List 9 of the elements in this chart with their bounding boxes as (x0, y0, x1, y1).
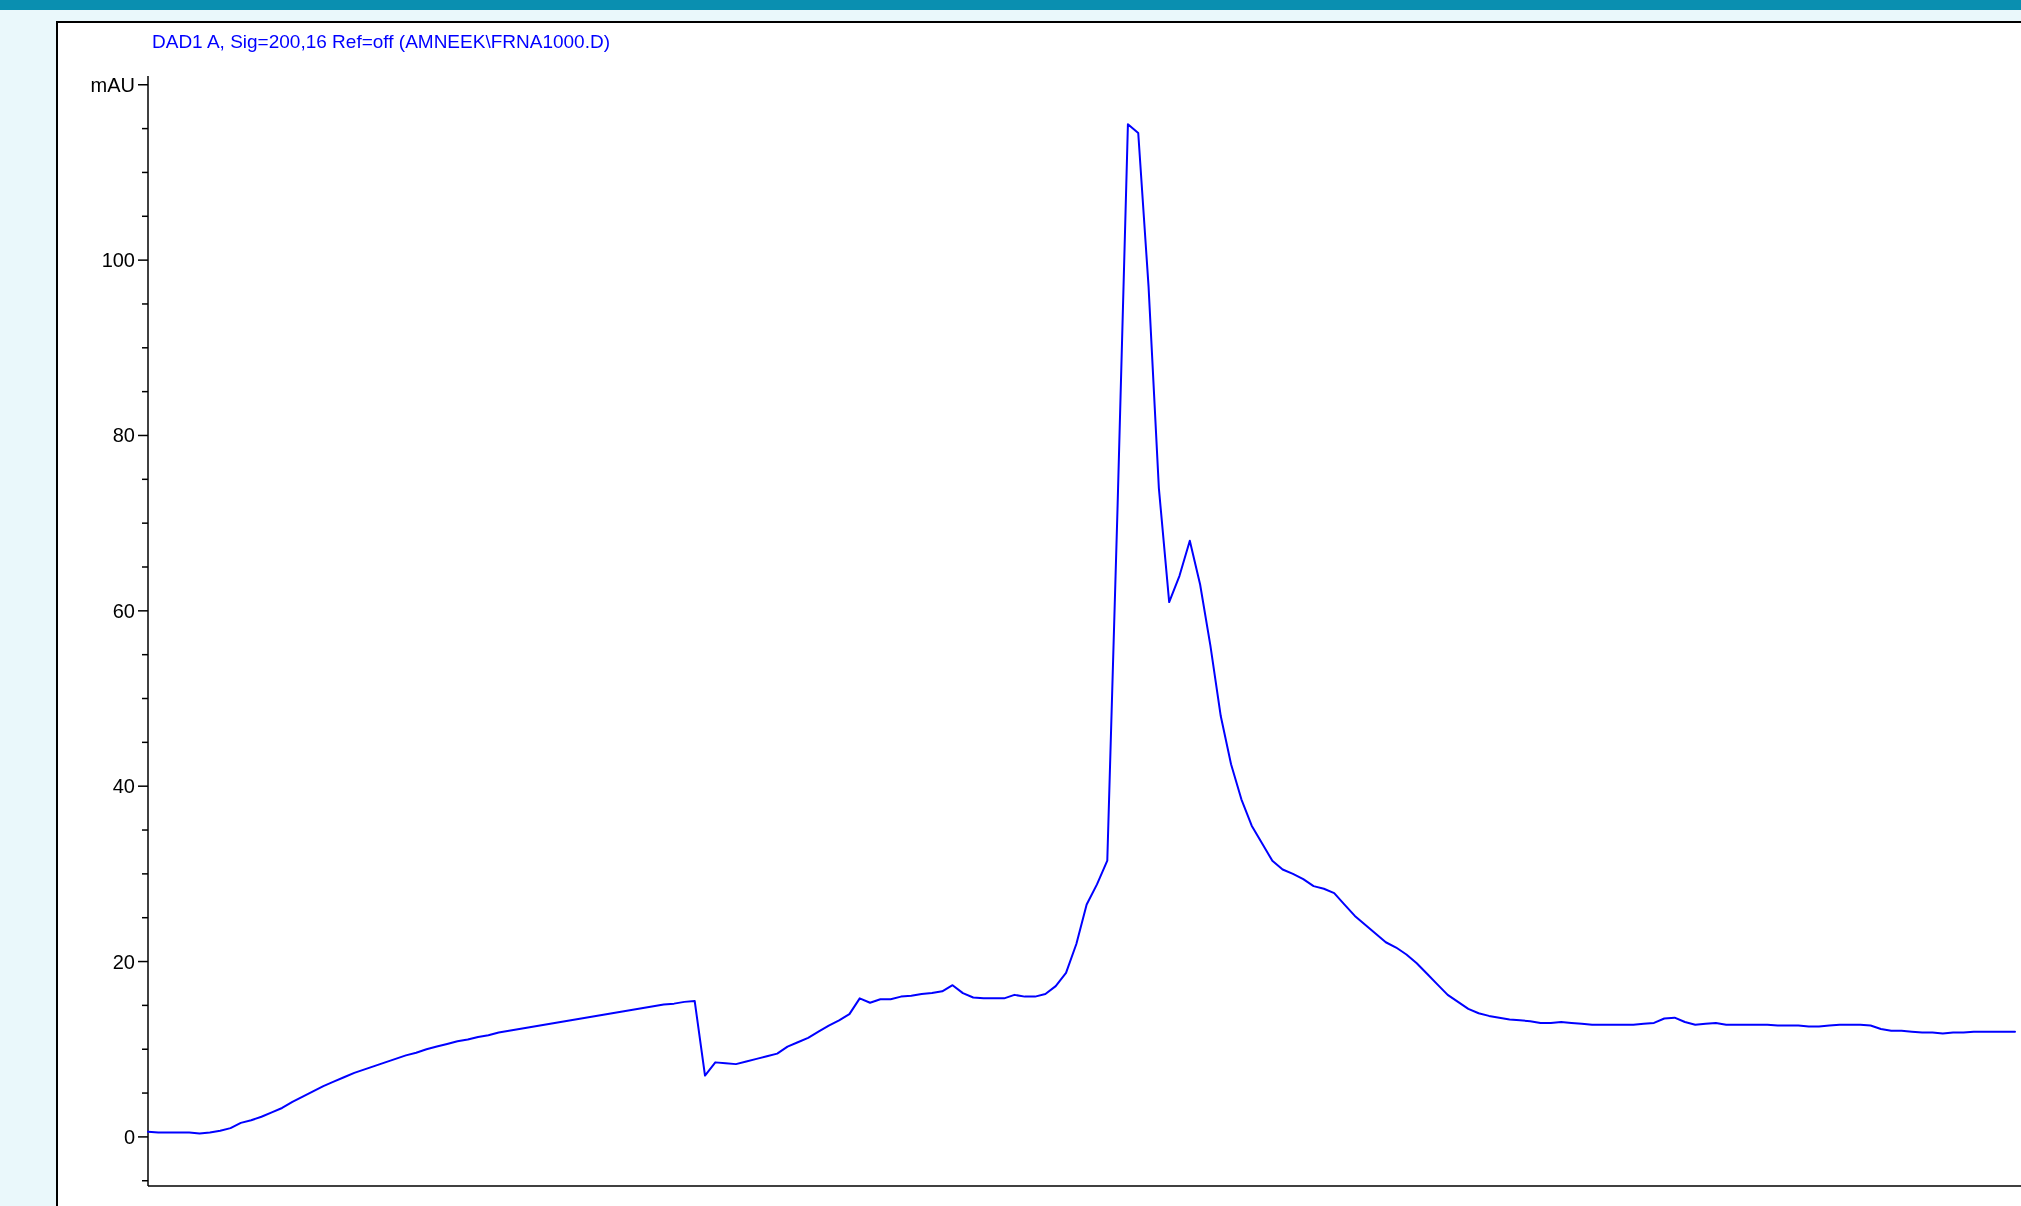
chart-title: DAD1 A, Sig=200,16 Ref=off (AMNEEK\FRNA1000.D) (152, 31, 610, 52)
y-tick-label: 60 (112, 599, 135, 622)
y-tick-label: 40 (112, 775, 135, 798)
y-tick-label: 80 (112, 424, 135, 447)
y-tick-label: 100 (101, 249, 135, 272)
y-tick-label: mAU (90, 73, 135, 96)
y-tick-label: 20 (112, 950, 135, 973)
line-series (147, 123, 2016, 1135)
y-tick-label: 0 (123, 1125, 135, 1148)
